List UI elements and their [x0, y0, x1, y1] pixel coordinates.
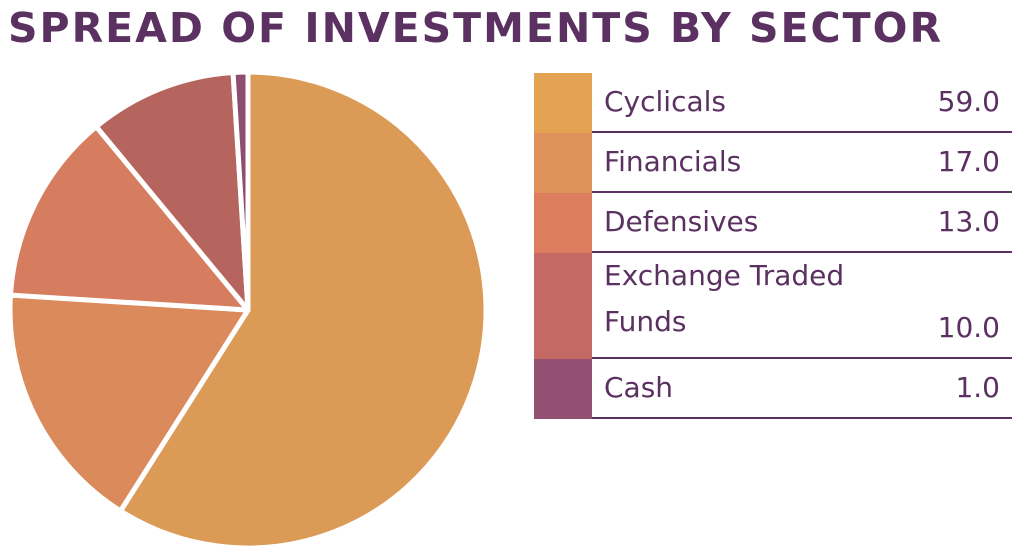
legend-value: 17.0: [937, 145, 1000, 178]
legend-row-cyclicals: Cyclicals 59.0: [534, 73, 1012, 133]
legend-label: Cash: [604, 371, 674, 404]
chart-title: SPREAD OF INVESTMENTS BY SECTOR: [8, 4, 944, 52]
legend-swatch: [534, 73, 592, 133]
legend-value: 1.0: [955, 371, 1000, 404]
legend-value: 10.0: [937, 311, 1000, 344]
pie-slice-defensives: [7, 124, 251, 313]
legend-row-defensives: Defensives 13.0: [534, 193, 1012, 253]
legend-swatch: [534, 359, 592, 419]
pie-slice-financials: [7, 292, 251, 514]
legend-label: Cyclicals: [604, 85, 726, 118]
legend-label: Defensives: [604, 205, 759, 238]
legend-label-line2: Funds: [604, 305, 687, 338]
legend-label: Exchange Traded: [604, 259, 845, 292]
legend-table: Cyclicals 59.0 Financials 17.0 Defensive…: [534, 73, 1012, 419]
legend-row-exchange-traded-funds: Exchange Traded Funds 10.0: [534, 253, 1012, 359]
legend-swatch: [534, 133, 592, 193]
pie-slice-cyclicals: [117, 69, 489, 551]
legend-swatch: [534, 253, 592, 359]
legend-row-cash: Cash 1.0: [534, 359, 1012, 419]
legend-label: Financials: [604, 145, 742, 178]
legend-swatch: [534, 193, 592, 253]
legend-value: 13.0: [937, 205, 1000, 238]
legend-row-financials: Financials 17.0: [534, 133, 1012, 193]
pie-slice-cash: [230, 69, 251, 313]
pie-chart: [7, 69, 489, 551]
pie-slice-exchange-traded-funds: [93, 69, 251, 313]
legend-value: 59.0: [937, 85, 1000, 118]
